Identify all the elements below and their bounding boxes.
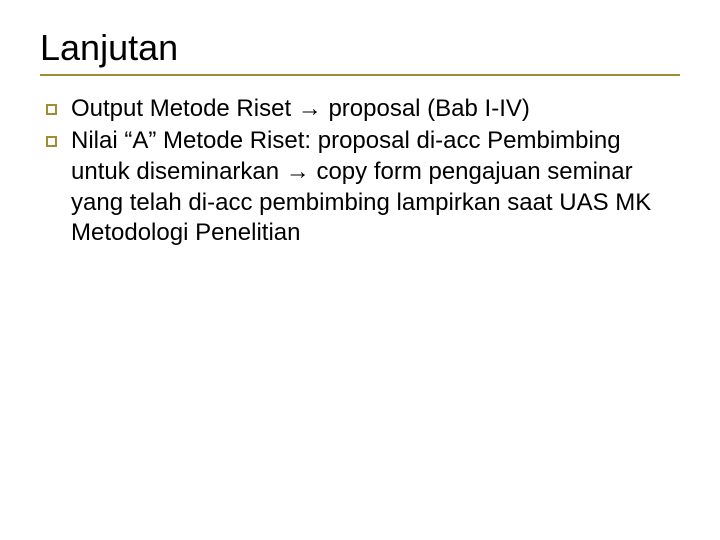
bullet-text: Nilai “A” Metode Riset: proposal di-acc … — [71, 126, 680, 249]
bullet-text: Output Metode Riset → proposal (Bab I-IV… — [71, 94, 530, 125]
slide: Lanjutan Output Metode Riset → proposal … — [0, 0, 720, 540]
slide-body: Output Metode Riset → proposal (Bab I-IV… — [40, 94, 680, 250]
list-item: Output Metode Riset → proposal (Bab I-IV… — [46, 94, 680, 125]
square-bullet-icon — [46, 136, 57, 147]
square-bullet-icon — [46, 104, 57, 115]
title-underline — [40, 74, 680, 76]
slide-title: Lanjutan — [40, 28, 680, 68]
list-item: Nilai “A” Metode Riset: proposal di-acc … — [46, 126, 680, 249]
